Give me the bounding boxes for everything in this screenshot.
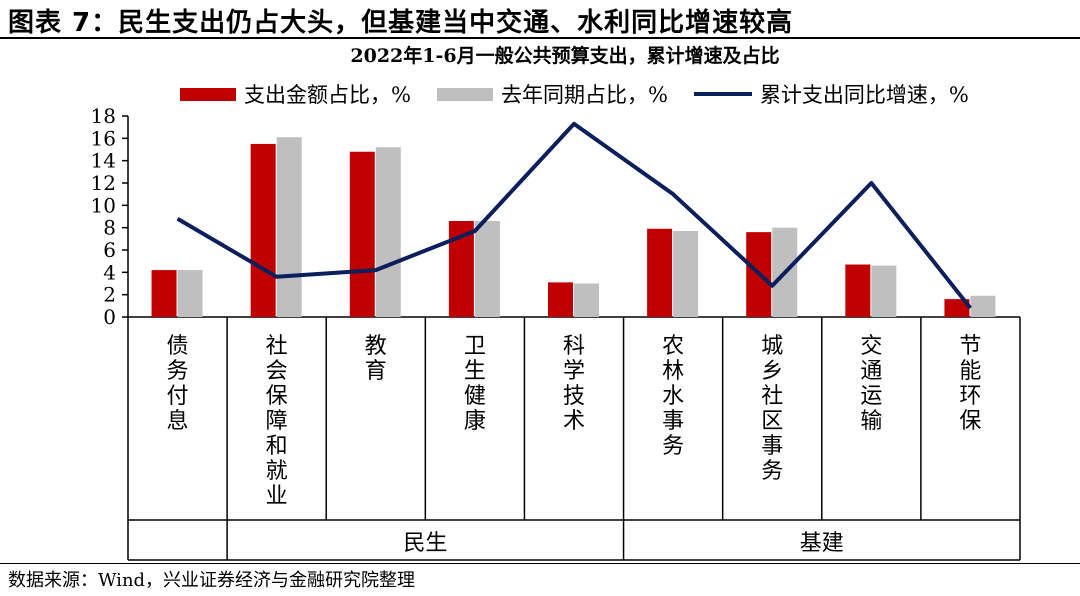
bar-lastyear-share [574, 283, 599, 317]
category-label: 城 [761, 334, 783, 359]
category-label: 育 [365, 359, 387, 384]
category-label: 教 [365, 334, 387, 359]
bar-lastyear-share [177, 270, 203, 317]
category-label: 技 [563, 384, 585, 409]
bar-amount-share [250, 143, 276, 317]
category-label: 就 [266, 459, 288, 484]
category-label: 会 [266, 359, 288, 384]
legend-label-growth: 累计支出同比增速，% [759, 83, 969, 107]
category-label: 社 [761, 384, 783, 409]
bar-lastyear-share [673, 231, 699, 317]
category-label: 林 [662, 359, 684, 384]
bar-lastyear-share [375, 147, 401, 317]
legend-item-growth: 累计支出同比增速，% [693, 79, 969, 109]
category-label: 业 [266, 484, 288, 509]
category-label: 和 [266, 434, 288, 459]
category-label: 卫 [464, 334, 486, 359]
category-label: 农 [662, 334, 684, 359]
category-label: 通 [860, 359, 882, 384]
category-label: 付 [167, 384, 189, 409]
bar-lastyear-share [474, 220, 500, 317]
category-label: 水 [662, 384, 684, 409]
title-divider [0, 37, 1080, 39]
category-label: 保 [959, 409, 981, 434]
category-label: 生 [464, 359, 486, 384]
category-label: 术 [563, 409, 585, 434]
y-tick-label: 10 [91, 193, 116, 217]
y-tick-label: 6 [103, 238, 116, 262]
category-label: 学 [563, 359, 585, 384]
y-tick-label: 2 [103, 283, 116, 307]
y-tick-label: 4 [103, 260, 116, 284]
figure-title: 图表 7：民生支出仍占大头，但基建当中交通、水利同比增速较高 [8, 8, 794, 38]
category-label: 健 [464, 384, 486, 409]
legend-swatch-gray [436, 87, 493, 101]
y-tick-label: 14 [91, 149, 116, 173]
category-label: 输 [860, 409, 882, 434]
group-label: 基建 [800, 531, 844, 556]
bar-amount-share [845, 264, 871, 317]
line-growth-series [176, 121, 973, 310]
category-label: 科 [563, 334, 585, 359]
legend-item-lastyear-share: 去年同期占比，% [436, 79, 668, 109]
category-label: 运 [860, 384, 882, 409]
bar-lastyear-share [970, 295, 996, 317]
category-label: 康 [464, 409, 486, 434]
category-label: 能 [959, 359, 981, 384]
chart-title: 2022年1-6月一般公共预算支出，累计增速及占比 [350, 44, 779, 67]
category-label: 务 [167, 359, 189, 384]
bar-lastyear-share [276, 137, 302, 317]
chart: 2022年1-6月一般公共预算支出，累计增速及占比 02468101214161… [91, 44, 1021, 561]
group-label: 民生 [403, 531, 447, 556]
category-label: 乡 [761, 359, 783, 384]
category-label: 障 [266, 409, 288, 434]
legend-swatch-red [180, 87, 236, 101]
category-label: 债 [167, 334, 189, 359]
category-label: 保 [266, 384, 288, 409]
y-tick-label: 16 [91, 126, 116, 150]
category-label: 事 [662, 409, 684, 434]
legend-label-lastyear-share: 去年同期占比，% [500, 83, 668, 107]
legend: 支出金额占比，% 去年同期占比，% 累计支出同比增速，% [180, 80, 995, 108]
source-divider [0, 563, 1080, 564]
y-tick-label: 12 [91, 171, 116, 195]
category-label: 务 [761, 459, 783, 484]
bar-amount-share [349, 151, 375, 317]
category-label: 事 [761, 434, 783, 459]
y-tick-label: 8 [103, 216, 116, 240]
category-label: 交 [860, 334, 882, 359]
y-tick-label: 0 [103, 305, 116, 329]
category-label: 节 [959, 334, 981, 359]
category-label: 息 [167, 409, 189, 434]
source-note: 数据来源：Wind，兴业证券经济与金融研究院整理 [8, 570, 416, 591]
bar-amount-share [944, 299, 970, 317]
y-tick-label: 18 [91, 104, 116, 128]
category-label: 务 [662, 434, 684, 459]
legend-swatch-line [693, 92, 752, 96]
bar-amount-share [548, 282, 573, 317]
category-label: 区 [761, 409, 783, 434]
legend-item-amount-share: 支出金额占比，% [180, 79, 411, 109]
category-label: 环 [959, 384, 981, 409]
bar-lastyear-share [871, 265, 897, 317]
legend-label-amount-share: 支出金额占比，% [244, 83, 411, 107]
category-label: 社 [266, 334, 288, 359]
bar-amount-share [151, 270, 177, 317]
bar-amount-share [647, 228, 673, 317]
